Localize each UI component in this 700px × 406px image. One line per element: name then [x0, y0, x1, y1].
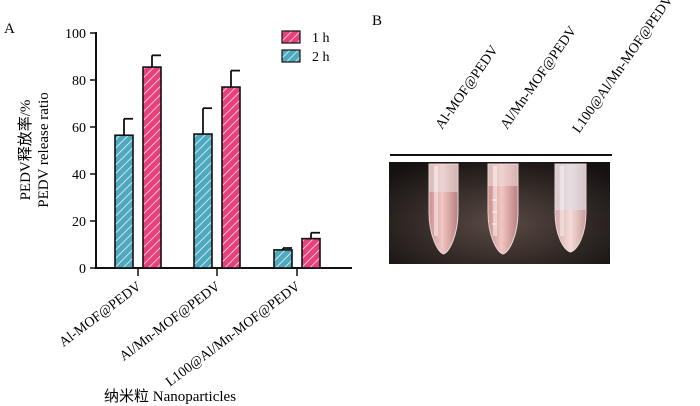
bar-1h-1: [142, 66, 162, 269]
y-tick-label: 80: [72, 74, 86, 89]
tube-3: [554, 163, 587, 253]
y-axis-label-en: PEDV release ratio: [36, 92, 52, 208]
tube-photo-panel: Al-MOF@PEDV Al/Mn-MOF@PEDV L100@Al/Mn-MO…: [389, 0, 676, 264]
tube-2: [487, 163, 519, 255]
category-label-1: Al-MOF@PEDV: [57, 279, 145, 350]
y-tick-label: 0: [79, 262, 86, 277]
legend-label-1h: 1 h: [312, 31, 330, 46]
legend: 1 h 2 h: [281, 30, 330, 65]
legend-swatch-1h: [281, 30, 301, 44]
bar-2h-2: [193, 133, 213, 269]
photo-label-2: Al/Mn-MOF@PEDV: [498, 24, 580, 132]
bar-1h-2: [221, 86, 241, 269]
tube-1: [428, 163, 459, 255]
x-axis-label: 纳米粒 Nanoparticles: [104, 388, 236, 405]
bar-chart: 0 20 40 60 80 100 Al-MOF@PEDVAl/Mn-MOF@PEDVL1…: [17, 27, 352, 405]
y-tick-label: 60: [72, 121, 86, 136]
y-tick-label: 40: [72, 168, 86, 183]
photo-labels: Al-MOF@PEDV Al/Mn-MOF@PEDV L100@Al/Mn-MO…: [433, 0, 676, 136]
bars: [114, 54, 321, 276]
y-axis-label-cn: PEDV释放率/%: [17, 100, 34, 201]
category-labels: Al-MOF@PEDVAl/Mn-MOF@PEDVL100@Al/Mn-MOF@…: [57, 279, 304, 390]
bar-1h-3: [301, 237, 321, 269]
y-tick-label: 100: [65, 27, 86, 42]
bar-2h-3: [273, 249, 293, 269]
panel-b-label: B: [372, 13, 382, 29]
y-ticks: 0 20 40 60 80 100: [65, 27, 96, 277]
y-tick-label: 20: [72, 215, 86, 230]
panel-a-label: A: [4, 21, 15, 37]
photo-label-1: Al-MOF@PEDV: [433, 43, 502, 132]
category-label-3: L100@Al/Mn-MOF@PEDV: [163, 279, 303, 390]
legend-swatch-2h: [281, 49, 301, 63]
legend-label-2h: 2 h: [312, 50, 330, 65]
photo-label-3: L100@Al/Mn-MOF@PEDV: [570, 0, 676, 136]
bar-2h-1: [114, 134, 134, 269]
